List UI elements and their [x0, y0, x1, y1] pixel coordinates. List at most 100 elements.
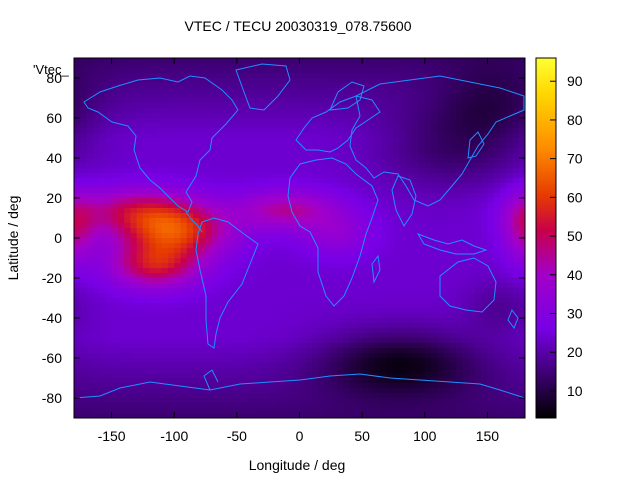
heatmap-cell [167, 193, 175, 199]
heatmap-cell [449, 73, 457, 79]
heatmap-cell [105, 158, 113, 164]
heatmap-cell [142, 378, 150, 384]
heatmap-cell [124, 218, 131, 224]
heatmap-cell [92, 133, 100, 139]
heatmap-cell [174, 133, 182, 139]
heatmap-cell [136, 298, 144, 304]
heatmap-cell [86, 338, 94, 344]
heatmap-cell [299, 228, 307, 234]
heatmap-cell [512, 168, 520, 174]
heatmap-cell [456, 133, 463, 139]
heatmap-cell [305, 313, 313, 319]
heatmap-cell [111, 363, 119, 369]
heatmap-cell [136, 358, 144, 364]
heatmap-cell [493, 178, 501, 184]
heatmap-cell [261, 133, 269, 139]
heatmap-cell [374, 378, 382, 384]
heatmap-cell [180, 303, 188, 309]
heatmap-cell [92, 403, 100, 409]
heatmap-cell [318, 233, 326, 239]
heatmap-cell [92, 183, 100, 189]
heatmap-cell [117, 153, 125, 159]
heatmap-cell [512, 128, 520, 134]
heatmap-cell [205, 243, 213, 249]
heatmap-cell [493, 103, 501, 109]
heatmap-cell [255, 323, 263, 329]
heatmap-cell [86, 263, 94, 269]
heatmap-cell [387, 328, 395, 334]
heatmap-cell [86, 58, 94, 64]
heatmap-cell [117, 133, 125, 139]
heatmap-cell [86, 163, 94, 169]
heatmap-cell [186, 338, 194, 344]
heatmap-cell [380, 283, 388, 289]
heatmap-cell [405, 283, 413, 289]
heatmap-cell [124, 153, 131, 159]
heatmap-cell [236, 198, 244, 204]
heatmap-cell [80, 98, 88, 104]
heatmap-cell [261, 398, 269, 404]
heatmap-cell [186, 358, 194, 364]
heatmap-cell [205, 153, 213, 159]
heatmap-cell [224, 268, 232, 274]
heatmap-cell [462, 223, 470, 229]
heatmap-cell [117, 193, 125, 199]
heatmap-cell [249, 358, 257, 364]
heatmap-cell [249, 283, 257, 289]
heatmap-cell [99, 303, 106, 309]
heatmap-cell [299, 58, 307, 64]
heatmap-cell [105, 263, 113, 269]
heatmap-cell [174, 73, 182, 79]
heatmap-cell [493, 58, 501, 64]
heatmap-cell [499, 173, 507, 179]
heatmap-cell [136, 348, 144, 354]
heatmap-cell [105, 238, 113, 244]
heatmap-cell [111, 248, 119, 254]
heatmap-cell [393, 163, 401, 169]
heatmap-cell [412, 388, 420, 394]
heatmap-cell [493, 203, 501, 209]
heatmap-cell [117, 163, 125, 169]
heatmap-cell [161, 283, 169, 289]
heatmap-cell [518, 368, 525, 374]
heatmap-cell [180, 263, 188, 269]
heatmap-cell [268, 93, 276, 99]
heatmap-cell [92, 243, 100, 249]
heatmap-cell [499, 158, 507, 164]
heatmap-cell [86, 218, 94, 224]
heatmap-cell [268, 123, 276, 129]
heatmap-cell [337, 168, 344, 174]
heatmap-cell [261, 68, 269, 74]
heatmap-cell [130, 288, 138, 294]
heatmap-cell [355, 193, 363, 199]
heatmap-cell [380, 368, 388, 374]
heatmap-cell [418, 343, 426, 349]
heatmap-cell [155, 258, 163, 264]
heatmap-cell [380, 213, 388, 219]
heatmap-cell [130, 393, 138, 399]
heatmap-cell [186, 113, 194, 119]
heatmap-cell [211, 293, 219, 299]
heatmap-cell [124, 178, 131, 184]
heatmap-cell [412, 228, 420, 234]
heatmap-cell [405, 318, 413, 324]
heatmap-cell [387, 103, 395, 109]
heatmap-cell [155, 323, 163, 329]
heatmap-cell [456, 308, 463, 314]
heatmap-cell [243, 108, 250, 114]
heatmap-cell [481, 83, 489, 89]
heatmap-cell [174, 333, 182, 339]
heatmap-cell [462, 268, 470, 274]
heatmap-cell [349, 258, 357, 264]
heatmap-cell [312, 138, 319, 144]
heatmap-cell [318, 258, 326, 264]
heatmap-cell [499, 148, 507, 154]
heatmap-cell [99, 173, 106, 179]
heatmap-cell [86, 313, 94, 319]
heatmap-cell [167, 153, 175, 159]
heatmap-cell [305, 188, 313, 194]
heatmap-cell [506, 168, 514, 174]
heatmap-cell [124, 313, 131, 319]
heatmap-cell [186, 293, 194, 299]
heatmap-cell [380, 88, 388, 94]
